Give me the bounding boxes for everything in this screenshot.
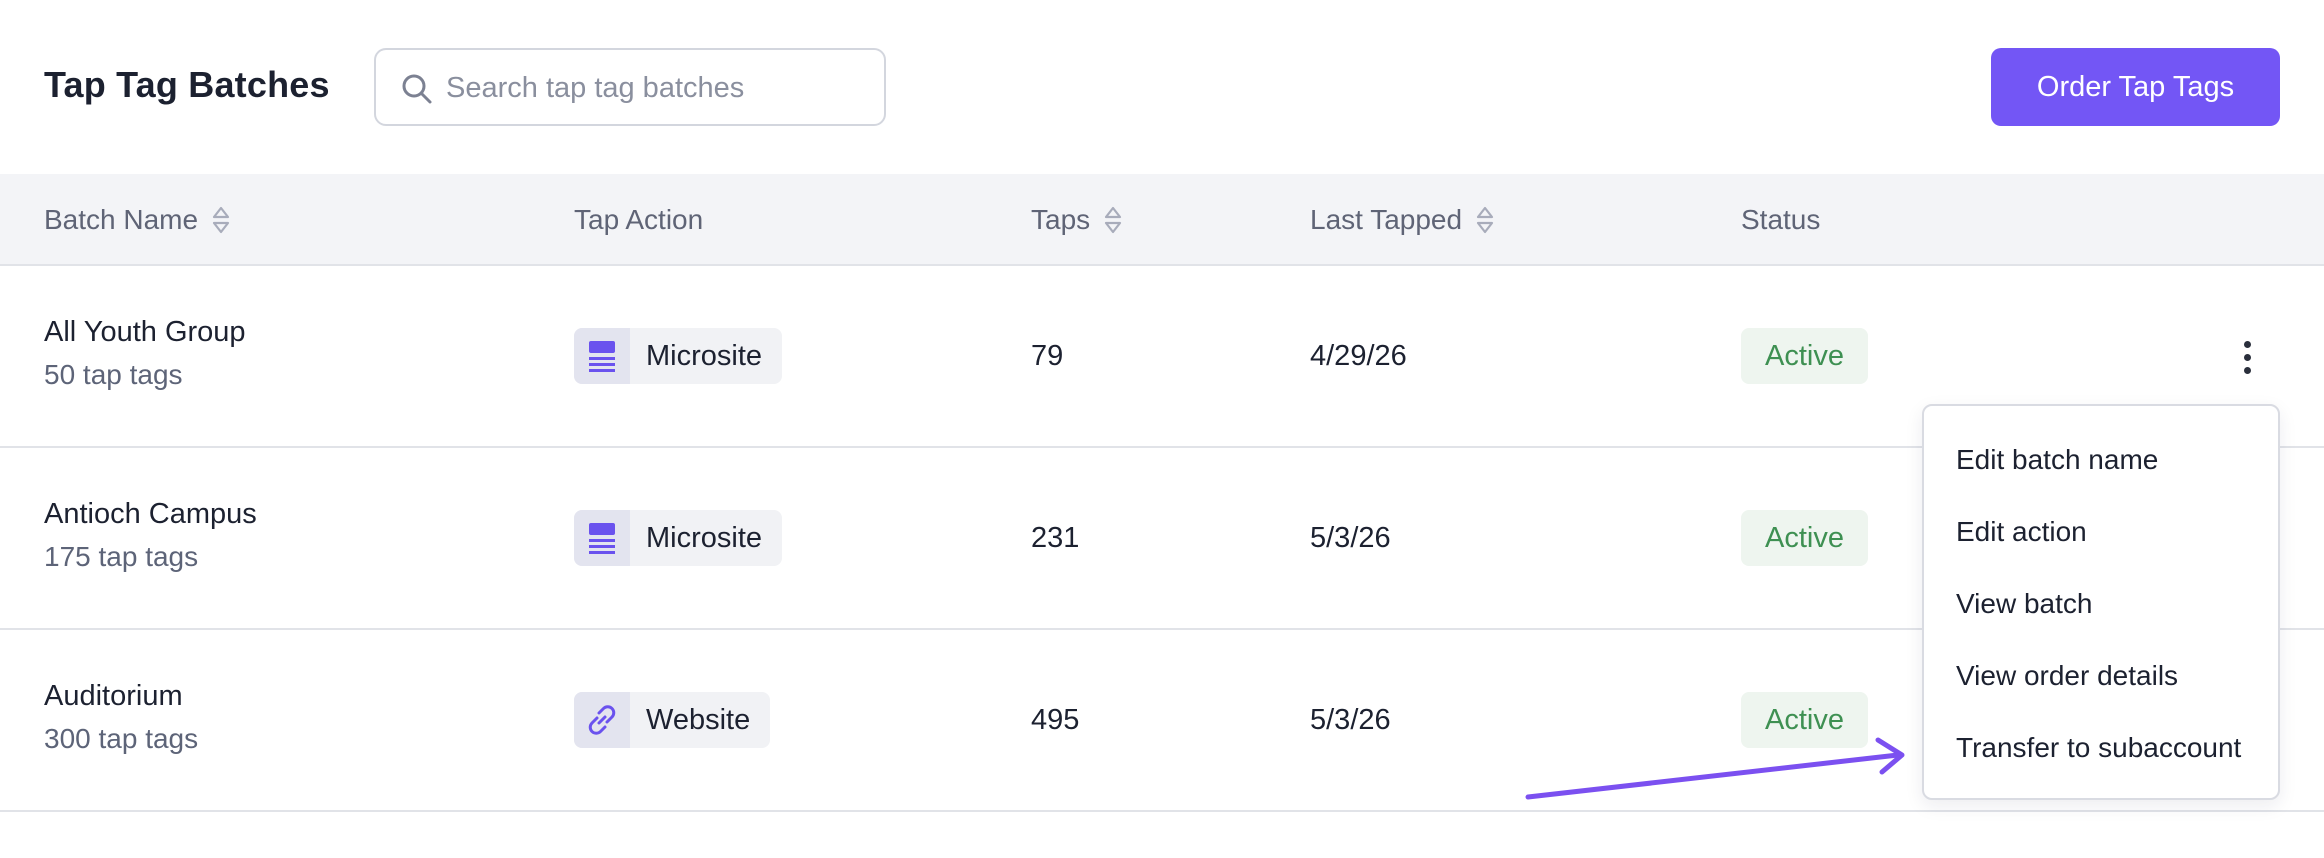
status-cell: Active bbox=[1741, 510, 1868, 566]
menu-item-view-order-details[interactable]: View order details bbox=[1956, 660, 2179, 691]
menu-item-transfer-to-subaccount[interactable]: Transfer to subaccount bbox=[1956, 732, 2242, 763]
column-label: Batch Name bbox=[44, 204, 199, 235]
microsite-icon bbox=[574, 510, 630, 566]
page-header: Tap Tag Batches Order Tap Tags bbox=[0, 0, 2324, 174]
column-header-batch-name[interactable]: Batch Name bbox=[44, 204, 230, 236]
search-input[interactable] bbox=[446, 64, 866, 112]
status-cell: Active bbox=[1741, 692, 1868, 748]
tap-action-pill: Website bbox=[574, 692, 771, 748]
status-badge: Active bbox=[1741, 510, 1868, 566]
column-header-status: Status bbox=[1741, 204, 1820, 236]
search-box[interactable] bbox=[374, 48, 886, 126]
column-label: Status bbox=[1741, 204, 1821, 235]
tap-action-label: Website bbox=[646, 703, 751, 736]
batch-name-cell: Antioch Campus 175 tap tags bbox=[44, 498, 257, 573]
taps-value: 79 bbox=[1031, 340, 1064, 372]
column-header-last-tapped[interactable]: Last Tapped bbox=[1310, 204, 1494, 236]
batch-name: Antioch Campus bbox=[44, 498, 257, 530]
column-label: Tap Action bbox=[574, 204, 704, 235]
last-tapped-value: 5/3/26 bbox=[1310, 522, 1391, 554]
page-title: Tap Tag Batches bbox=[44, 64, 330, 105]
column-header-tap-action: Tap Action bbox=[574, 204, 703, 236]
last-tapped-value: 5/3/26 bbox=[1310, 704, 1391, 736]
status-cell: Active bbox=[1741, 328, 1868, 384]
tap-action-cell: Microsite bbox=[574, 510, 783, 566]
menu-item-view-batch[interactable]: View batch bbox=[1956, 588, 2093, 619]
tap-action-label: Microsite bbox=[646, 521, 763, 554]
tap-action-pill: Microsite bbox=[574, 328, 783, 384]
column-label: Taps bbox=[1031, 204, 1091, 235]
status-badge: Active bbox=[1741, 328, 1868, 384]
batch-tag-count: 300 tap tags bbox=[44, 723, 199, 754]
sort-icon[interactable] bbox=[1104, 204, 1122, 236]
tap-action-cell: Website bbox=[574, 692, 771, 748]
row-actions-menu: Edit batch name Edit action View batch V… bbox=[1922, 404, 2280, 800]
batch-name-cell: Auditorium 300 tap tags bbox=[44, 680, 198, 755]
status-badge: Active bbox=[1741, 692, 1868, 748]
search-icon bbox=[402, 74, 432, 104]
batch-name: All Youth Group bbox=[44, 316, 246, 348]
batch-name: Auditorium bbox=[44, 680, 183, 712]
order-tap-tags-button[interactable]: Order Tap Tags bbox=[1991, 48, 2280, 126]
tap-action-cell: Microsite bbox=[574, 328, 783, 384]
more-options-icon[interactable] bbox=[2232, 332, 2262, 382]
sort-icon[interactable] bbox=[212, 204, 230, 236]
batch-name-cell: All Youth Group 50 tap tags bbox=[44, 316, 246, 391]
column-label: Last Tapped bbox=[1310, 204, 1463, 235]
taps-value: 231 bbox=[1031, 522, 1080, 554]
column-header-taps[interactable]: Taps bbox=[1031, 204, 1122, 236]
microsite-icon bbox=[574, 328, 630, 384]
sort-icon[interactable] bbox=[1476, 204, 1494, 236]
tap-action-pill: Microsite bbox=[574, 510, 783, 566]
table-header: Batch Name Tap Action Taps Last Tapped S… bbox=[0, 174, 2324, 266]
menu-item-edit-batch-name[interactable]: Edit batch name bbox=[1956, 444, 2159, 475]
tap-action-label: Microsite bbox=[646, 339, 763, 372]
link-icon bbox=[574, 692, 630, 748]
batch-tag-count: 175 tap tags bbox=[44, 541, 199, 572]
batch-tag-count: 50 tap tags bbox=[44, 359, 183, 390]
menu-item-edit-action[interactable]: Edit action bbox=[1956, 516, 2087, 547]
taps-value: 495 bbox=[1031, 704, 1080, 736]
last-tapped-value: 4/29/26 bbox=[1310, 340, 1407, 372]
